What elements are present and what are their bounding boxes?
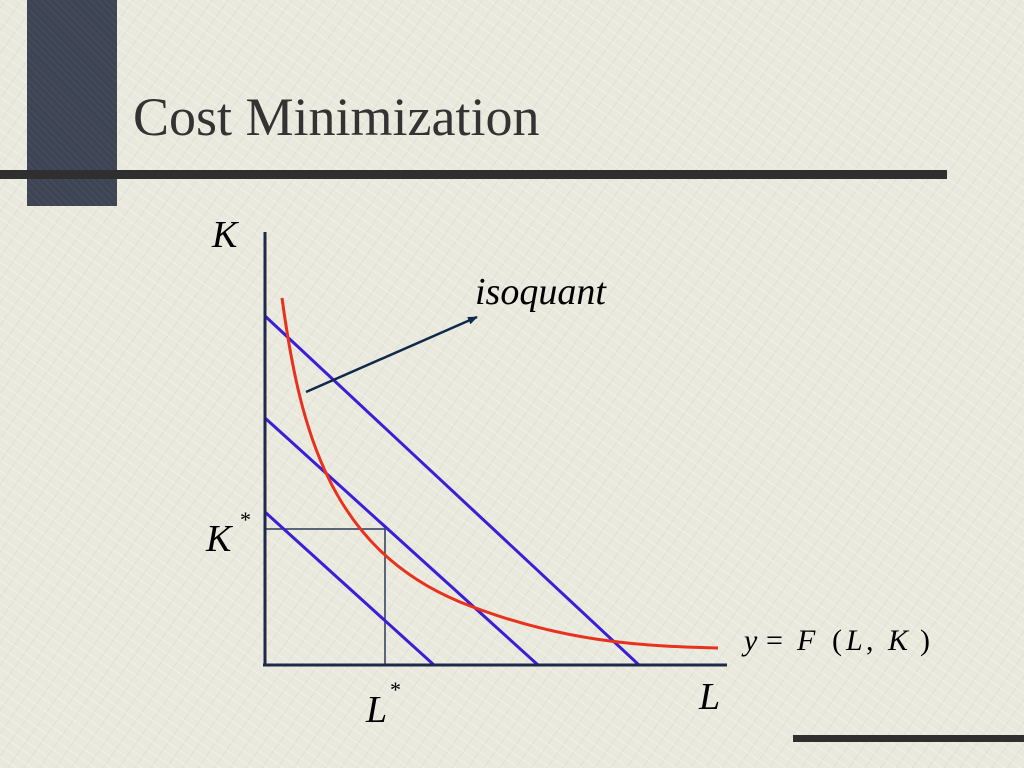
- y-axis-label: K: [211, 214, 239, 256]
- pf-l: L: [845, 624, 863, 657]
- isocost-line-high: [263, 314, 641, 667]
- isoquant-pointer-arrow: [305, 315, 478, 394]
- l-star-label: L: [365, 689, 387, 731]
- slide-title: Cost Minimization: [133, 87, 540, 147]
- pf-y: y: [741, 624, 758, 657]
- k-star-label: K: [205, 518, 233, 560]
- pf-equals: =: [766, 624, 783, 657]
- bottom-rule: [793, 735, 1024, 742]
- x-axis-label: L: [698, 676, 720, 718]
- pf-comma: ,: [866, 624, 874, 657]
- pf-f: F: [796, 624, 816, 657]
- isoquant-curve: [280, 297, 719, 650]
- k-star-superscript: *: [240, 507, 251, 532]
- l-star-superscript: *: [390, 677, 401, 702]
- pf-k: K: [887, 624, 910, 657]
- production-function-label: y = F ( L , K ): [741, 624, 930, 657]
- isocost-line-low: [263, 510, 436, 667]
- isoquant-label: isoquant: [475, 271, 607, 313]
- isocost-line-mid: [263, 416, 540, 667]
- title-rule: [0, 170, 947, 179]
- pf-close-paren: ): [920, 624, 930, 657]
- pf-open-paren: (: [832, 624, 842, 657]
